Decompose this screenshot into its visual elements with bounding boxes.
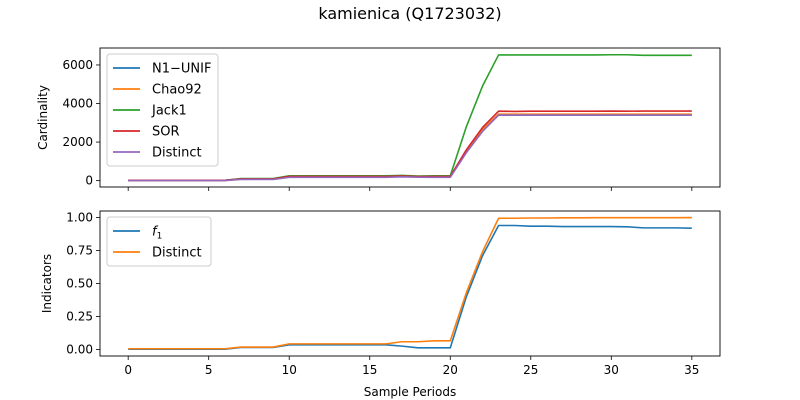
legend-label: f1 [152, 225, 162, 242]
legend: N1−UNIF Chao92 Jack1 SOR Distinct [106, 53, 219, 167]
legend-label: Jack1 [151, 104, 187, 119]
x-tick-label: 30 [604, 363, 619, 377]
y-axis-label: Indicators [40, 254, 54, 313]
cardinality-panel: 0 2000 4000 6000 Cardinality N1−UNIF Chao92 Jac… [36, 47, 721, 191]
legend-label: Chao92 [152, 83, 202, 98]
legend-label: Distinct [152, 246, 202, 261]
x-tick-label: 10 [282, 363, 297, 377]
legend-label: SOR [152, 125, 180, 140]
y-tick-label: 2000 [62, 135, 93, 149]
axes-frame [99, 47, 721, 188]
y-tick-label: 0.25 [66, 309, 93, 323]
x-tick-label: 25 [523, 363, 538, 377]
y-tick-label: 0 [85, 174, 93, 188]
x-tick-label: 5 [205, 363, 213, 377]
y-tick-label: 4000 [62, 97, 93, 111]
x-tick-label: 35 [684, 363, 699, 377]
y-tick-label: 0.00 [66, 342, 93, 356]
indicators-panel: 0 5 10 15 20 25 30 35 0.00 0.25 0.50 0.75 1.00 Indica… [40, 210, 721, 399]
legend: f1 Distinct [106, 216, 212, 267]
figure-title: kamienica (Q1723032) [318, 4, 501, 23]
x-tick-label: 15 [362, 363, 377, 377]
legend-label: N1−UNIF [152, 62, 211, 77]
legend-label: Distinct [152, 146, 202, 161]
y-tick-label: 1.00 [66, 211, 93, 225]
y-axis-label: Cardinality [36, 85, 50, 150]
y-tick-label: 0.75 [66, 244, 93, 258]
series-line-distinct [128, 114, 692, 182]
legend-box [106, 216, 212, 267]
y-tick-label: 6000 [62, 58, 93, 72]
legend-box [106, 53, 219, 167]
x-tick-label: 0 [124, 363, 132, 377]
y-tick-label: 0.50 [66, 277, 93, 291]
x-tick-label: 20 [443, 363, 458, 377]
x-axis-label: Sample Periods [364, 385, 456, 399]
series-line-distinct [128, 216, 692, 350]
